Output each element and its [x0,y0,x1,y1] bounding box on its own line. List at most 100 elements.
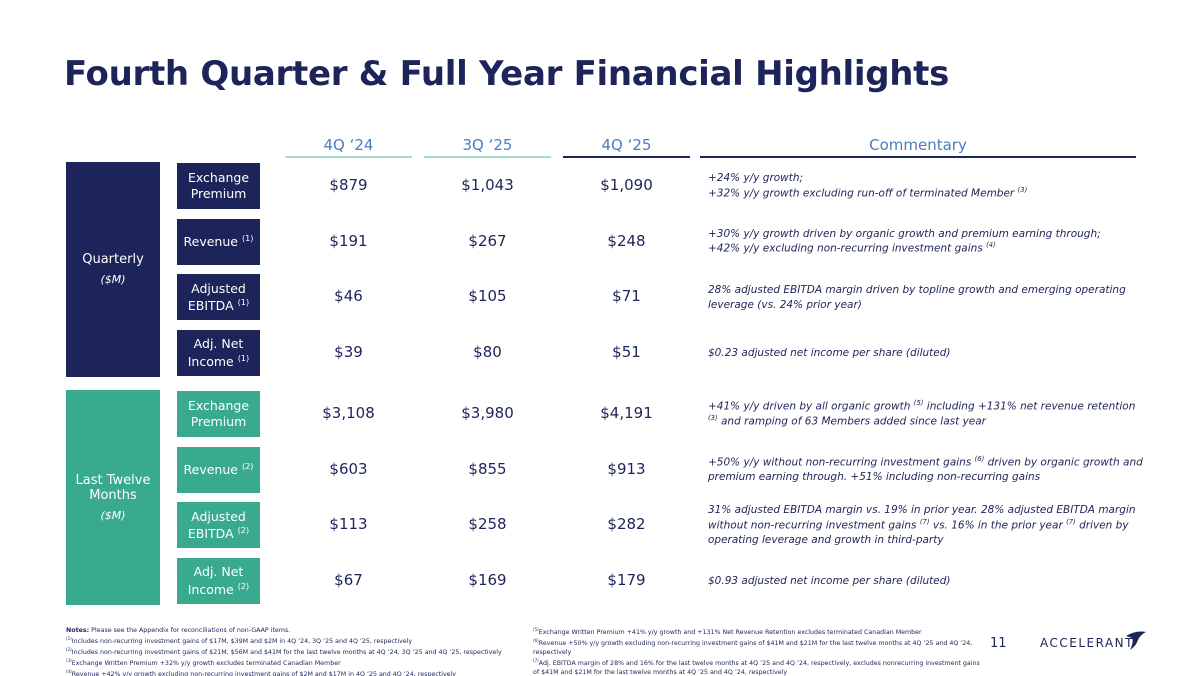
value-cell: $113 [329,515,368,534]
footnote-text: Includes non-recurring investment gains … [71,649,502,657]
section-name: Last Twelve Months [75,472,151,503]
section-label: Last Twelve Months ($M) [66,390,160,605]
commentary: +30% y/y growth driven by organic growth… [708,227,1148,257]
footnote-number: (1) [66,635,72,641]
commentary-text: +24% y/y growth; [708,172,804,184]
commentary-text: $0.93 adjusted net income per share (dil… [708,574,951,587]
commentary-text: 28% adjusted EBITDA margin driven by top… [708,283,1126,311]
footnote-column: Notes: Please see the Appendix for recon… [66,627,516,676]
footnote-text: Includes non-recurring investment gains … [71,638,413,646]
commentary: +24% y/y growth; +32% y/y growth excludin… [708,171,1148,201]
value-cell: $248 [607,231,646,250]
metric-name: Exchange Premium [187,397,250,429]
value-cell: $267 [468,231,507,250]
commentary-text: +32% y/y growth excluding run-off of ter… [708,187,1018,200]
footnote-number: (4) [66,669,72,675]
commentary-line: 28% adjusted EBITDA margin driven by top… [708,283,1148,312]
footnote: (4)Revenue +42% y/y growth excluding non… [66,669,516,676]
value-cell: $1,043 [461,176,514,194]
section-label: Quarterly ($M) [66,162,160,377]
value-cell: $258 [468,515,507,534]
footnote: (2)Includes non-recurring investment gai… [66,647,516,658]
commentary-footnote: (7) [1066,517,1076,526]
value-cell: $603 [329,459,368,478]
notes: Notes: Please see the Appendix for recon… [66,627,516,636]
commentary-text: +50% y/y without non-recurring investmen… [708,456,975,469]
commentary-text: +30% y/y growth driven by organic growth… [708,227,1101,240]
value-cell: $913 [607,459,646,478]
column-underline [424,156,551,158]
commentary: $0.93 adjusted net income per share (dil… [708,574,1148,589]
metric-box: Exchange Premium [177,391,260,437]
value-cell: $46 [334,287,363,306]
value-cell: $855 [468,459,507,478]
commentary-line: +41% y/y driven by all organic growth (5… [708,399,1148,429]
footnote-text: Revenue +42% y/y growth excluding non-re… [71,671,457,676]
commentary-text: +41% y/y driven by all organic growth [708,400,914,413]
commentary-footnote: (4) [986,241,996,250]
footnote-text: Revenue +50% y/y growth excluding non-re… [533,640,973,657]
commentary-footnote: (3) [1017,185,1028,194]
metric-footnote: (2) [237,580,250,591]
metric-label: Adjusted EBITDA (1) [177,281,260,315]
commentary-text: driven by organic growth and premium ear… [708,456,1143,483]
metric-name: Adjusted EBITDA [187,508,246,541]
metric-box: Exchange Premium [177,163,260,209]
metric-box: Adj. Net Income (2) [177,558,260,605]
metric-label: Adjusted EBITDA (2) [177,509,260,543]
metric-label: Revenue (2) [184,461,254,478]
footnote: (6)Revenue +50% y/y growth excluding non… [533,638,985,658]
metric-footnote: (2) [241,460,254,471]
metric-box: Adj. Net Income (1) [177,330,260,377]
commentary-footnote: (7) [919,517,930,526]
metric-label: Revenue (1) [184,233,254,250]
commentary: $0.23 adjusted net income per share (dil… [708,346,1148,361]
value-cell: $169 [468,571,507,590]
footnote: (5)Exchange Written Premium +41% y/y gro… [533,627,985,638]
commentary-line: +30% y/y growth driven by organic growth… [708,227,1148,242]
section-unit: ($M) [100,273,126,287]
commentary-line: +42% y/y excluding non-recurring investm… [708,241,1148,256]
metric-label: Adj. Net Income (2) [177,564,260,598]
footnote-column: (5)Exchange Written Premium +41% y/y gro… [533,627,985,676]
value-cell: $71 [612,287,641,306]
commentary-footnote: (6) [974,454,985,463]
commentary-line: +50% y/y without non-recurring investmen… [708,455,1148,485]
footnote-text: Exchange Written Premium +41% y/y growth… [538,629,922,637]
commentary-footnote: (5) [913,399,924,407]
value-cell: $51 [612,343,641,362]
footnote: (3)Exchange Written Premium +32% y/y gro… [66,658,516,669]
column-underline [285,156,412,158]
column-underline [700,156,1136,158]
value-cell: $4,191 [600,404,653,422]
commentary-line: +24% y/y growth; [708,171,1148,186]
commentary-line: +32% y/y growth excluding run-off of ter… [708,186,1148,201]
footnote-number: (2) [66,646,72,652]
column-header: 3Q ‘25 [462,136,513,154]
slide-title: Fourth Quarter & Full Year Financial Hig… [64,54,950,94]
commentary-text: $0.23 adjusted net income per share (dil… [708,346,951,359]
metric-footnote: (1) [237,296,250,307]
footnote: (7)Adj. EBITDA margin of 28% and 16% for… [533,658,985,676]
metric-name: Revenue [183,462,238,478]
metric-name: Revenue [183,234,238,250]
value-cell: $39 [334,343,363,362]
section-name: Quarterly [82,252,144,268]
logo-text: ACCELERANT [1040,636,1134,650]
value-cell: $191 [329,231,368,250]
metric-name: Adj. Net Income [187,336,244,369]
metric-name: Adjusted EBITDA [187,280,246,313]
commentary-text: and ramping of 63 Members added since la… [717,415,987,428]
section-unit: ($M) [100,508,126,522]
commentary-line: $0.23 adjusted net income per share (dil… [708,346,1148,361]
footnote: (1)Includes non-recurring investment gai… [66,636,516,647]
column-header: 4Q ‘25 [601,136,652,154]
metric-footnote: (2) [237,524,250,535]
commentary-text: including +131% net revenue retention [923,400,1136,413]
value-cell: $3,980 [461,404,514,422]
value-cell: $105 [468,287,507,306]
value-cell: $80 [473,343,502,362]
value-cell: $179 [607,571,646,590]
commentary: 28% adjusted EBITDA margin driven by top… [708,283,1148,312]
page-number: 11 [990,636,1007,651]
